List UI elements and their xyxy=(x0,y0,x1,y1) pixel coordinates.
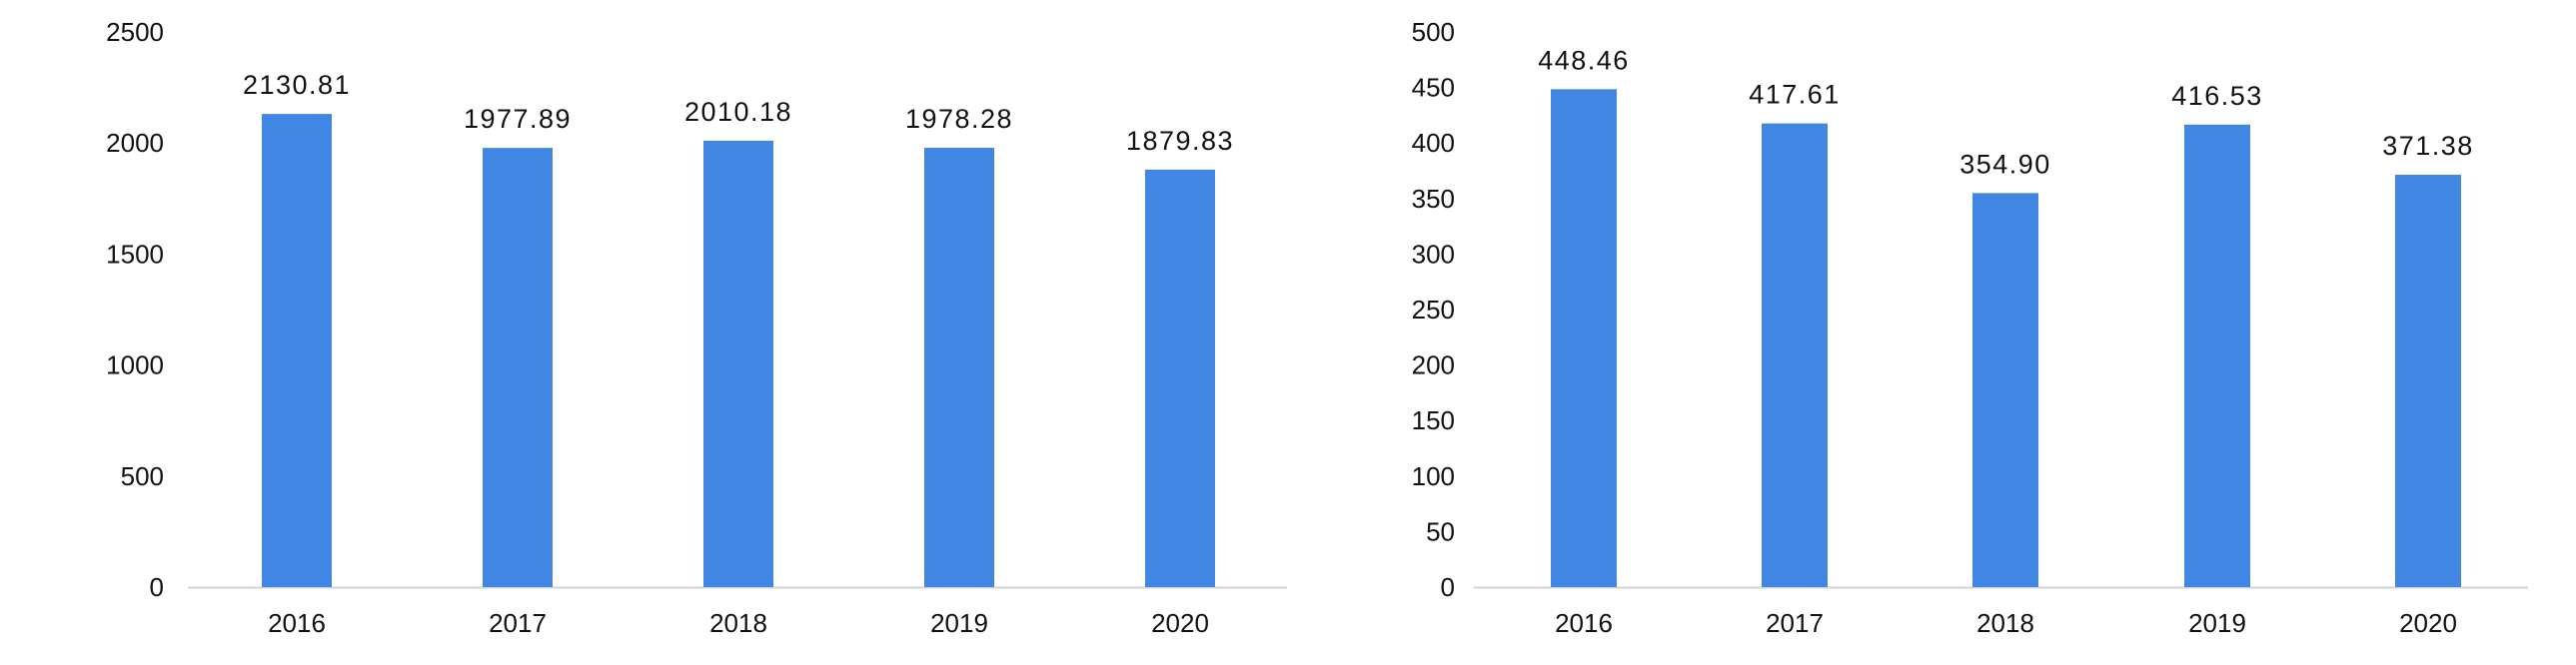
chart-left: 0 500 1000 1500 2000 2500 2130.81 2016 1977.89 20… xyxy=(106,17,1287,638)
bar xyxy=(1762,123,1828,588)
y-tick-label: 2000 xyxy=(106,128,164,158)
bar xyxy=(703,140,773,587)
data-label: 1977.89 xyxy=(464,104,572,134)
bar xyxy=(262,114,332,588)
bar xyxy=(483,148,553,588)
bar xyxy=(2395,175,2461,587)
y-tick-label: 100 xyxy=(1412,461,1455,491)
y-tick-label: 350 xyxy=(1412,184,1455,214)
bar-chart-right: 0 50 100 150 200 250 300 350 400 450 500 448.46 2016… xyxy=(1412,17,2528,638)
y-tick-label: 250 xyxy=(1412,295,1455,325)
data-label: 1978.28 xyxy=(905,104,1013,134)
bar xyxy=(1972,193,2038,587)
y-tick-label: 200 xyxy=(1412,350,1455,380)
y-tick-label: 300 xyxy=(1412,239,1455,269)
x-tick-label: 2018 xyxy=(1976,608,2034,638)
y-tick-label: 500 xyxy=(121,461,164,491)
y-tick-label: 150 xyxy=(1412,405,1455,435)
y-tick-label: 2500 xyxy=(106,17,164,47)
data-label: 448.46 xyxy=(1538,45,1630,75)
bar xyxy=(1551,89,1617,588)
y-tick-label: 50 xyxy=(1426,516,1455,546)
x-tick-label: 2017 xyxy=(1766,608,1824,638)
data-label: 2130.81 xyxy=(243,70,351,100)
data-label: 417.61 xyxy=(1749,80,1841,110)
y-tick-label: 500 xyxy=(1412,17,1455,47)
data-label: 416.53 xyxy=(2171,81,2263,111)
y-tick-label: 0 xyxy=(150,572,164,602)
data-label: 354.90 xyxy=(1959,149,2051,179)
bar xyxy=(924,148,994,588)
x-tick-label: 2020 xyxy=(1151,608,1209,638)
x-tick-label: 2019 xyxy=(2188,608,2246,638)
y-tick-label: 400 xyxy=(1412,128,1455,158)
y-tick-label: 450 xyxy=(1412,73,1455,103)
chart-right: 0 50 100 150 200 250 300 350 400 450 500 448.46 2016… xyxy=(1289,0,2576,665)
y-tick-label: 0 xyxy=(1441,572,1455,602)
x-tick-label: 2019 xyxy=(930,608,988,638)
data-label: 1879.83 xyxy=(1126,126,1234,156)
y-tick-label: 1500 xyxy=(106,239,164,269)
x-tick-label: 2016 xyxy=(268,608,326,638)
x-tick-label: 2016 xyxy=(1555,608,1613,638)
x-tick-label: 2018 xyxy=(709,608,767,638)
y-tick-label: 1000 xyxy=(106,350,164,380)
bar xyxy=(1145,169,1215,587)
x-tick-label: 2020 xyxy=(2399,608,2457,638)
bar xyxy=(2184,124,2250,588)
data-label: 371.38 xyxy=(2382,131,2474,161)
bar-chart-left: 0 500 1000 1500 2000 2500 2130.81 2016 1977.89 20… xyxy=(106,17,1287,638)
data-label: 2010.18 xyxy=(684,97,792,127)
x-tick-label: 2017 xyxy=(489,608,547,638)
